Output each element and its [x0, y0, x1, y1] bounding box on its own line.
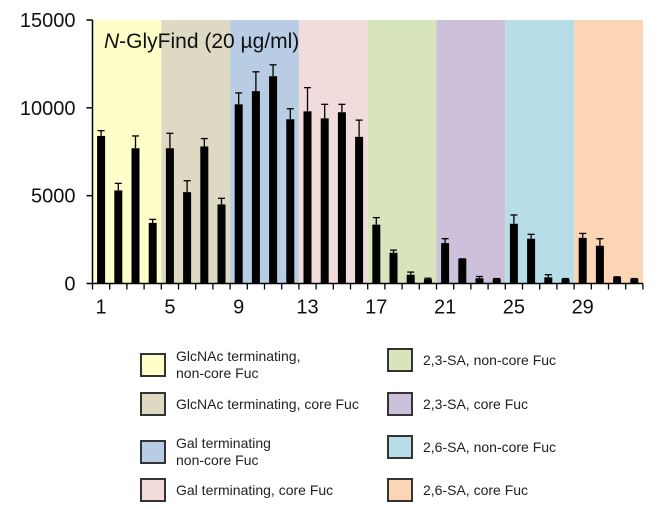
legend-label: 2,3-SA, non-core Fuc	[423, 352, 556, 369]
bar	[458, 258, 467, 284]
legend-swatch	[387, 392, 413, 416]
legend-item: 2,6-SA, core Fuc	[387, 478, 528, 502]
bar	[114, 190, 123, 284]
bar	[630, 279, 639, 284]
legend-item: 2,6-SA, non-core Fuc	[387, 435, 556, 459]
bar	[200, 146, 209, 284]
bar	[148, 222, 157, 284]
bar	[183, 192, 192, 284]
bar	[613, 277, 622, 284]
legend-label-line: Gal terminating, core Fuc	[176, 481, 334, 498]
bar	[595, 245, 604, 284]
legend-swatch	[140, 392, 166, 416]
x-tick-label: 13	[296, 297, 318, 319]
y-tick-label: 0	[64, 274, 75, 296]
x-tick-label: 1	[96, 297, 107, 319]
chart-title-text: -GlyFind (20 µg/ml)	[119, 30, 299, 53]
y-tick-label: 15000	[20, 10, 76, 32]
bar	[97, 135, 106, 284]
bar	[509, 223, 518, 284]
legend-label: 2,3-SA, core Fuc	[423, 396, 528, 413]
legend-swatch	[140, 478, 166, 502]
bar	[492, 279, 501, 284]
legend-label: GlcNAc terminating, core Fuc	[176, 396, 359, 413]
legend-item: GlcNAc terminating, non-core Fuc	[140, 348, 300, 382]
legend-label-line: 2,3-SA, non-core Fuc	[423, 351, 557, 368]
legend-item: Gal terminating non-core Fuc	[140, 435, 271, 469]
x-tick-label: 21	[434, 297, 456, 319]
bar	[251, 91, 260, 284]
group-band	[436, 20, 506, 284]
bar	[337, 112, 346, 284]
legend-label: Gal terminating, core Fuc	[176, 482, 333, 499]
legend-label-line: non-core Fuc	[176, 452, 259, 468]
y-tick-label: 5000	[31, 186, 76, 208]
legend-item: Gal terminating, core Fuc	[140, 478, 333, 502]
bar	[423, 279, 432, 284]
legend-label-line: 2,3-SA, core Fuc	[423, 395, 529, 412]
legend-swatch	[140, 440, 166, 464]
legend-label: 2,6-SA, non-core Fuc	[423, 439, 556, 456]
bar	[372, 224, 381, 284]
legend-item: GlcNAc terminating, core Fuc	[140, 392, 359, 416]
legend-item: 2,3-SA, non-core Fuc	[387, 348, 556, 372]
x-tick-label: 5	[164, 297, 175, 319]
x-tick-label: 9	[233, 297, 244, 319]
chart-title: N-GlyFind (20 µg/ml)	[104, 30, 299, 53]
legend-swatch	[387, 348, 413, 372]
bar	[561, 279, 570, 284]
bar	[286, 119, 295, 284]
legend-swatch	[140, 353, 166, 377]
legend-item: 2,3-SA, core Fuc	[387, 392, 528, 416]
bar	[578, 237, 587, 284]
bar	[320, 118, 329, 284]
legend-swatch	[387, 435, 413, 459]
bar	[406, 274, 415, 284]
bar	[165, 148, 174, 284]
bar	[303, 111, 312, 284]
legend-swatch	[387, 478, 413, 502]
bar	[544, 277, 553, 284]
bar	[441, 243, 450, 284]
bar	[234, 104, 243, 284]
legend-label: Gal terminating non-core Fuc	[176, 435, 271, 469]
legend-label-line: GlcNAc terminating, core Fuc	[176, 395, 359, 412]
x-tick-label: 17	[365, 297, 387, 319]
legend-label-line: Gal terminating	[176, 435, 271, 451]
bar-chart: N-GlyFind (20 µg/ml) 0 5000 10000 15000 1 5 9 13…	[20, 10, 644, 319]
bar	[131, 148, 140, 284]
bar	[475, 278, 484, 284]
legend-label-line: 2,6-SA, core Fuc	[423, 481, 529, 498]
bar	[389, 252, 398, 284]
bar	[355, 136, 364, 284]
x-tick-label: 29	[572, 297, 594, 319]
bar	[527, 238, 536, 284]
legend-label-line: 2,6-SA, non-core Fuc	[423, 438, 557, 455]
legend-label-line: GlcNAc terminating,	[176, 348, 301, 364]
y-tick-label: 10000	[20, 98, 76, 120]
legend-label-line: non-core Fuc	[176, 365, 259, 381]
x-tick-label: 25	[503, 297, 525, 319]
chart-title-italic: N	[104, 30, 120, 53]
bar	[269, 76, 278, 284]
legend-label: GlcNAc terminating, non-core Fuc	[176, 348, 300, 382]
legend-label: 2,6-SA, core Fuc	[423, 482, 528, 499]
bar	[217, 204, 226, 284]
